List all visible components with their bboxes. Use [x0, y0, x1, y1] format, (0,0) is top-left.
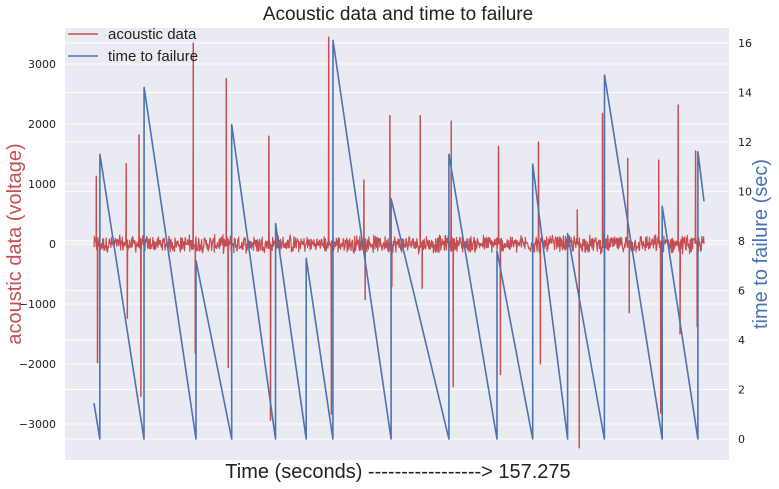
- left-tick-label: 1000: [28, 178, 56, 191]
- right-axis-ticks: 16 14 12 10 8 6 4 2 0: [738, 37, 752, 446]
- left-axis-ticks: 3000 2000 1000 0 −1000 −2000 −3000: [19, 58, 56, 431]
- right-tick-label: 14: [738, 86, 752, 99]
- left-tick-label: −3000: [19, 418, 56, 431]
- left-tick-label: 2000: [28, 118, 56, 131]
- legend-label-ttf: time to failure: [108, 48, 198, 65]
- right-tick-label: 8: [738, 235, 745, 248]
- right-tick-label: 0: [738, 433, 745, 446]
- right-tick-label: 16: [738, 37, 752, 50]
- legend: acoustic data time to failure: [68, 26, 198, 65]
- ttf-line: [93, 39, 705, 440]
- right-tick-label: 2: [738, 383, 745, 396]
- right-y-axis-label: time to failure (sec): [750, 159, 772, 329]
- x-axis-label: Time (seconds) -----------------> 157.27…: [225, 461, 570, 483]
- left-tick-label: −1000: [19, 298, 56, 311]
- right-tick-label: 12: [738, 136, 752, 149]
- left-y-axis-label: acoustic data (voltage): [4, 143, 26, 344]
- chart-title: Acoustic data and time to failure: [263, 4, 533, 25]
- legend-label-acoustic: acoustic data: [108, 26, 197, 43]
- right-tick-label: 6: [738, 284, 745, 297]
- right-tick-label: 4: [738, 334, 745, 347]
- left-tick-label: 0: [49, 238, 56, 251]
- grid: [65, 42, 729, 440]
- right-tick-label: 10: [738, 185, 752, 198]
- ttf-series: [93, 39, 705, 440]
- left-tick-label: 3000: [28, 58, 56, 71]
- left-tick-label: −2000: [19, 358, 56, 371]
